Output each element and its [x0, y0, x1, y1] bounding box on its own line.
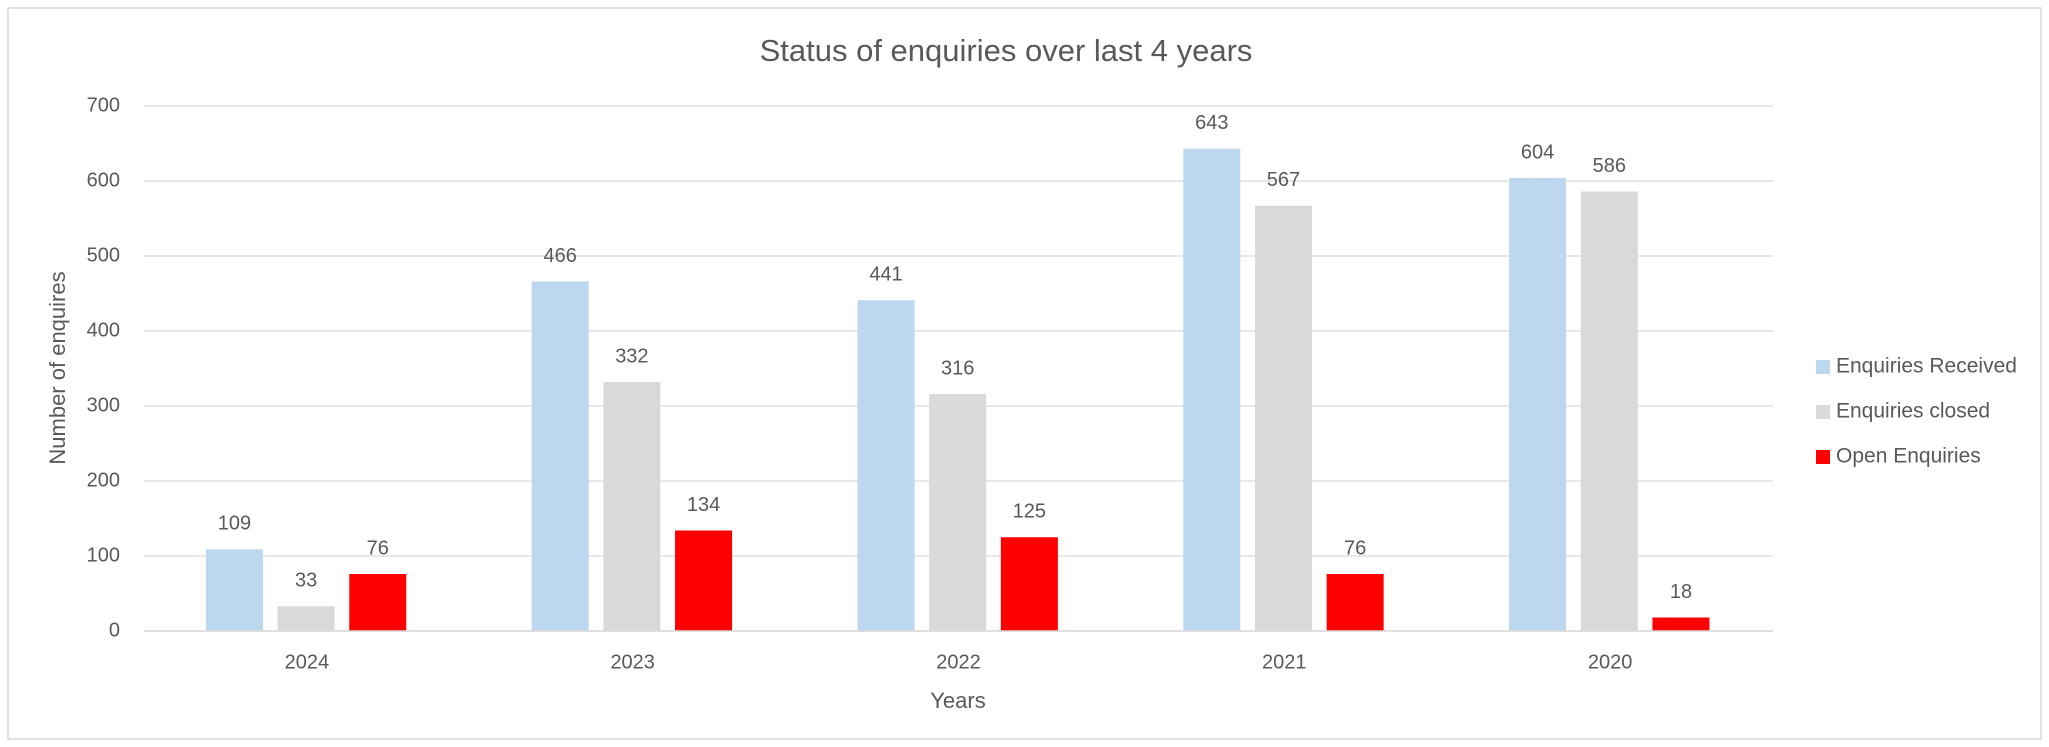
data-label: 76 [1344, 537, 1366, 559]
legend-label: Open Enquiries [1836, 445, 1981, 468]
legend-label: Enquiries closed [1836, 400, 1990, 423]
data-label: 33 [295, 570, 317, 592]
x-tick-label: 2024 [285, 651, 330, 673]
bar [1509, 178, 1567, 631]
y-tick-label: 600 [87, 169, 120, 191]
bar [675, 530, 733, 631]
data-label: 567 [1267, 169, 1300, 191]
data-label: 604 [1521, 141, 1554, 163]
bar [531, 281, 589, 631]
y-tick-label: 400 [87, 319, 120, 341]
x-tick-label: 2020 [1588, 651, 1633, 673]
bar [1652, 617, 1710, 631]
data-label: 466 [544, 245, 577, 267]
y-tick-label: 0 [109, 619, 120, 641]
bar [603, 382, 661, 631]
data-label: 643 [1195, 112, 1228, 134]
bar [857, 300, 915, 631]
x-axis-label: Years [930, 688, 985, 713]
chart-title: Status of enquiries over last 4 years [760, 33, 1253, 68]
bar [205, 549, 263, 631]
bar [1326, 574, 1384, 631]
data-label: 332 [615, 345, 648, 367]
y-tick-label: 100 [87, 544, 120, 566]
y-tick-label: 500 [87, 244, 120, 266]
y-axis-label: Number of enquires [45, 271, 70, 464]
data-label: 76 [367, 537, 389, 559]
bar [929, 394, 987, 631]
legend-swatch [1816, 360, 1830, 374]
bar [1183, 148, 1241, 631]
data-label: 134 [687, 494, 720, 516]
data-label: 109 [218, 513, 251, 535]
bar [1580, 191, 1638, 631]
data-label: 316 [941, 357, 974, 379]
x-tick-label: 2021 [1262, 651, 1307, 673]
x-tick-label: 2023 [610, 651, 655, 673]
legend-label: Enquiries Received [1836, 355, 2017, 378]
bar [1000, 537, 1058, 631]
bar [1254, 205, 1312, 631]
y-tick-label: 300 [87, 394, 120, 416]
data-label: 441 [869, 264, 902, 286]
data-label: 586 [1593, 155, 1626, 177]
legend-swatch [1816, 405, 1830, 419]
bar [277, 606, 335, 631]
x-tick-label: 2022 [936, 651, 981, 673]
legend-swatch [1816, 450, 1830, 464]
y-tick-label: 700 [87, 94, 120, 116]
y-tick-label: 200 [87, 469, 120, 491]
bar [349, 574, 407, 631]
data-label: 18 [1670, 581, 1692, 603]
data-label: 125 [1013, 501, 1046, 523]
